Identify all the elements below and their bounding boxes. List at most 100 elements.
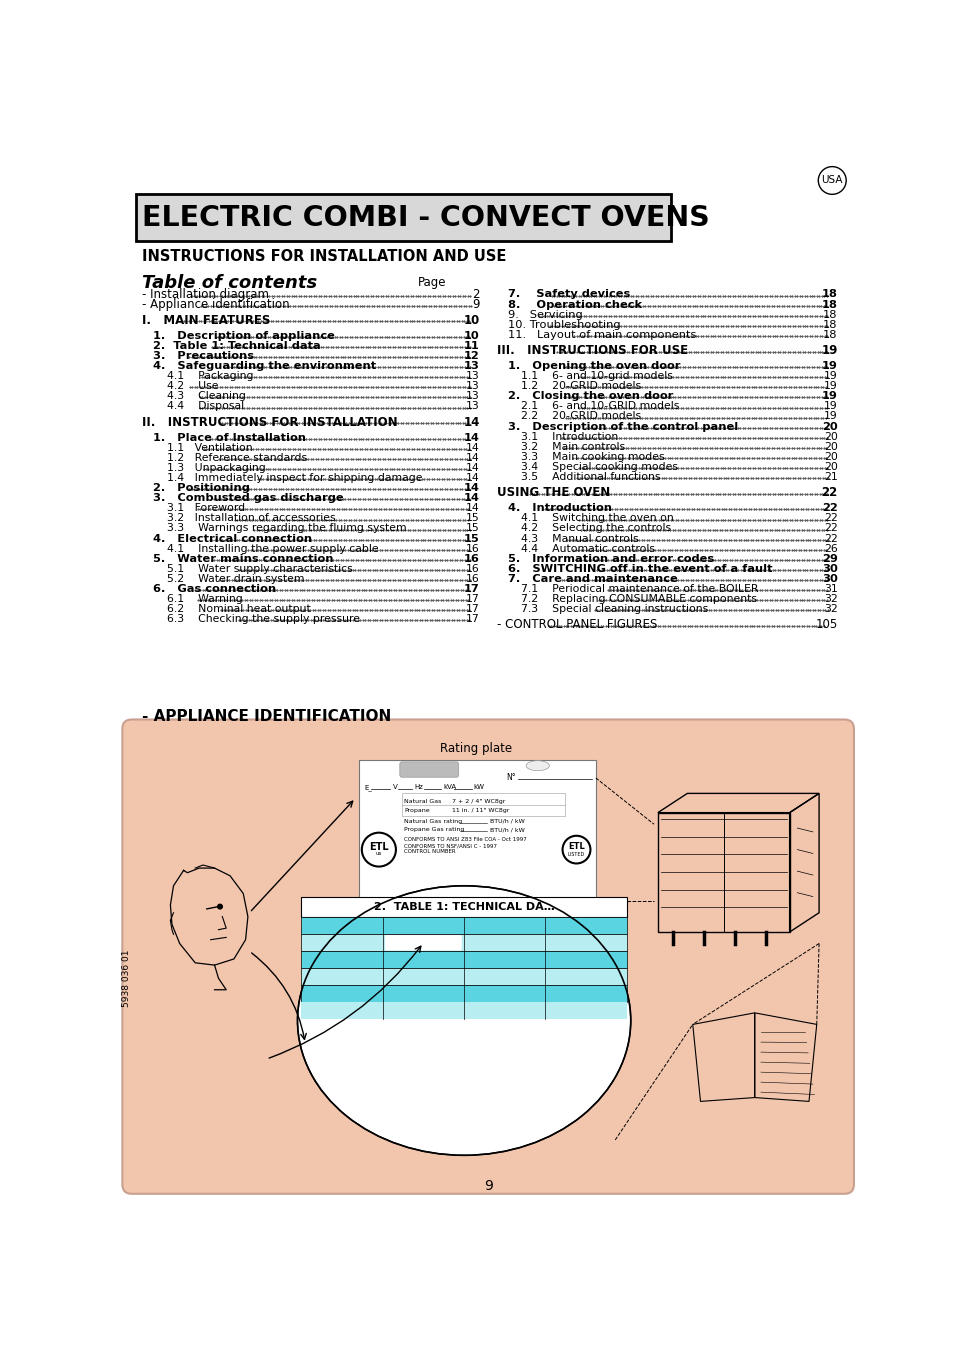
Text: 7.1    Periodical maintenance of the BOILER: 7.1 Periodical maintenance of the BOILER bbox=[521, 585, 759, 594]
Text: ETL: ETL bbox=[568, 842, 584, 850]
Text: 17: 17 bbox=[465, 605, 479, 614]
Text: 22: 22 bbox=[823, 524, 837, 533]
Text: 10. Troubleshooting: 10. Troubleshooting bbox=[507, 320, 619, 329]
Text: 17: 17 bbox=[465, 594, 479, 603]
Text: 3.1    Introduction: 3.1 Introduction bbox=[521, 432, 618, 441]
FancyBboxPatch shape bbox=[122, 720, 853, 1193]
Text: - APPLIANCE IDENTIFICATION: - APPLIANCE IDENTIFICATION bbox=[142, 709, 392, 724]
Text: 3.3    Warnings regarding the fluimg system: 3.3 Warnings regarding the fluimg system bbox=[167, 524, 407, 533]
Text: Rating plate: Rating plate bbox=[439, 743, 511, 755]
Text: 2: 2 bbox=[472, 288, 479, 301]
Text: 32: 32 bbox=[823, 605, 837, 614]
Text: 3.4    Special cooking modes: 3.4 Special cooking modes bbox=[521, 462, 678, 472]
Text: 19: 19 bbox=[823, 381, 837, 392]
Text: 18: 18 bbox=[822, 309, 837, 320]
FancyBboxPatch shape bbox=[301, 898, 626, 918]
Text: 5.1    Water supply characteristics: 5.1 Water supply characteristics bbox=[167, 564, 353, 574]
Text: 16: 16 bbox=[463, 554, 479, 564]
FancyBboxPatch shape bbox=[301, 1002, 626, 1019]
Text: 13: 13 bbox=[465, 371, 479, 381]
Text: 9: 9 bbox=[472, 298, 479, 311]
Text: 2.  Table 1: Technical data: 2. Table 1: Technical data bbox=[153, 342, 321, 351]
Text: Table of contents: Table of contents bbox=[142, 274, 317, 292]
Text: 6.1    Warning: 6.1 Warning bbox=[167, 594, 243, 603]
Text: 20: 20 bbox=[823, 441, 837, 452]
Text: 7.   Care and maintenance: 7. Care and maintenance bbox=[507, 574, 677, 585]
Text: 19: 19 bbox=[823, 371, 837, 381]
Text: 22: 22 bbox=[821, 504, 837, 513]
Text: 14: 14 bbox=[463, 433, 479, 443]
FancyBboxPatch shape bbox=[301, 918, 626, 934]
Text: 10: 10 bbox=[463, 331, 479, 340]
Text: 7.    Safety devices: 7. Safety devices bbox=[507, 289, 629, 300]
Text: 3.   Combusted gas discharge: 3. Combusted gas discharge bbox=[153, 493, 344, 504]
Text: 9.   Servicing: 9. Servicing bbox=[507, 309, 581, 320]
Text: 1.   Description of appliance: 1. Description of appliance bbox=[153, 331, 335, 340]
Text: 6.   SWITCHING off in the event of a fault: 6. SWITCHING off in the event of a fault bbox=[507, 564, 771, 574]
Text: 20: 20 bbox=[823, 462, 837, 472]
Text: 14: 14 bbox=[465, 472, 479, 483]
FancyBboxPatch shape bbox=[385, 936, 461, 950]
Text: 22: 22 bbox=[821, 486, 837, 500]
Circle shape bbox=[217, 904, 222, 909]
Text: INSTRUCTIONS FOR INSTALLATION AND USE: INSTRUCTIONS FOR INSTALLATION AND USE bbox=[142, 250, 506, 265]
Text: USA: USA bbox=[821, 176, 842, 185]
Text: 2.   Closing the oven door: 2. Closing the oven door bbox=[507, 392, 672, 401]
Text: 30: 30 bbox=[821, 574, 837, 585]
Text: 13: 13 bbox=[463, 360, 479, 371]
Text: E_: E_ bbox=[364, 784, 372, 791]
Text: 19: 19 bbox=[821, 360, 837, 371]
Text: 19: 19 bbox=[823, 401, 837, 412]
Text: 4.   Introduction: 4. Introduction bbox=[507, 504, 611, 513]
Text: 14: 14 bbox=[465, 463, 479, 472]
Text: 17: 17 bbox=[465, 614, 479, 624]
Text: Page: Page bbox=[417, 277, 446, 289]
Text: 6.3    Checking the supply pressure: 6.3 Checking the supply pressure bbox=[167, 614, 360, 624]
Text: 1.4   Immediately inspect for shipping damage: 1.4 Immediately inspect for shipping dam… bbox=[167, 472, 422, 483]
Text: 21: 21 bbox=[823, 472, 837, 482]
Text: us: us bbox=[375, 850, 381, 856]
Text: 3.   Precautions: 3. Precautions bbox=[153, 351, 254, 360]
Text: 15: 15 bbox=[465, 524, 479, 533]
Text: 32: 32 bbox=[823, 594, 837, 603]
FancyBboxPatch shape bbox=[301, 934, 626, 952]
Text: 4.4    Disposal: 4.4 Disposal bbox=[167, 401, 244, 412]
Text: 13: 13 bbox=[465, 392, 479, 401]
Text: 26: 26 bbox=[823, 544, 837, 554]
Text: 1.2    20-GRID models: 1.2 20-GRID models bbox=[521, 381, 641, 392]
Text: 18: 18 bbox=[822, 320, 837, 329]
Text: Propane: Propane bbox=[404, 807, 430, 813]
Text: 11.   Layout of main components: 11. Layout of main components bbox=[507, 329, 695, 340]
Text: 1.1    6- and 10-grid models: 1.1 6- and 10-grid models bbox=[521, 371, 673, 381]
FancyBboxPatch shape bbox=[136, 194, 670, 240]
Text: - Appliance identification: - Appliance identification bbox=[142, 298, 290, 311]
Text: 13: 13 bbox=[465, 381, 479, 392]
Text: CONTROL NUMBER: CONTROL NUMBER bbox=[404, 849, 456, 855]
Text: 22: 22 bbox=[823, 533, 837, 544]
FancyBboxPatch shape bbox=[301, 968, 626, 986]
Text: CONFORMS TO ANSI Z83 File COA - Oct 1997: CONFORMS TO ANSI Z83 File COA - Oct 1997 bbox=[404, 837, 527, 842]
Text: Hz: Hz bbox=[415, 784, 423, 790]
Text: 14: 14 bbox=[465, 504, 479, 513]
Text: 8.    Operation check: 8. Operation check bbox=[507, 300, 641, 309]
Text: 16: 16 bbox=[465, 564, 479, 574]
Text: 7 + 2 / 4" WC8gr: 7 + 2 / 4" WC8gr bbox=[452, 799, 505, 803]
Text: - Installation diagram: - Installation diagram bbox=[142, 288, 269, 301]
Text: 4.1    Packaging: 4.1 Packaging bbox=[167, 371, 253, 381]
Text: 20: 20 bbox=[823, 432, 837, 441]
Text: 4.3    Cleaning: 4.3 Cleaning bbox=[167, 392, 246, 401]
Text: 20: 20 bbox=[821, 421, 837, 432]
Text: 14: 14 bbox=[463, 483, 479, 493]
Text: 3.1   Foreword: 3.1 Foreword bbox=[167, 504, 245, 513]
Text: BTU/h / kW: BTU/h / kW bbox=[489, 818, 524, 824]
FancyBboxPatch shape bbox=[359, 760, 596, 902]
Text: 29: 29 bbox=[821, 554, 837, 564]
Ellipse shape bbox=[525, 760, 549, 771]
Text: I.   MAIN FEATURES: I. MAIN FEATURES bbox=[142, 313, 271, 327]
Text: 18: 18 bbox=[821, 300, 837, 309]
Text: 4.   Safeguarding the environment: 4. Safeguarding the environment bbox=[153, 360, 376, 371]
Text: 16: 16 bbox=[465, 544, 479, 554]
FancyBboxPatch shape bbox=[402, 794, 564, 817]
Ellipse shape bbox=[297, 886, 630, 1156]
Text: N°: N° bbox=[506, 772, 516, 782]
